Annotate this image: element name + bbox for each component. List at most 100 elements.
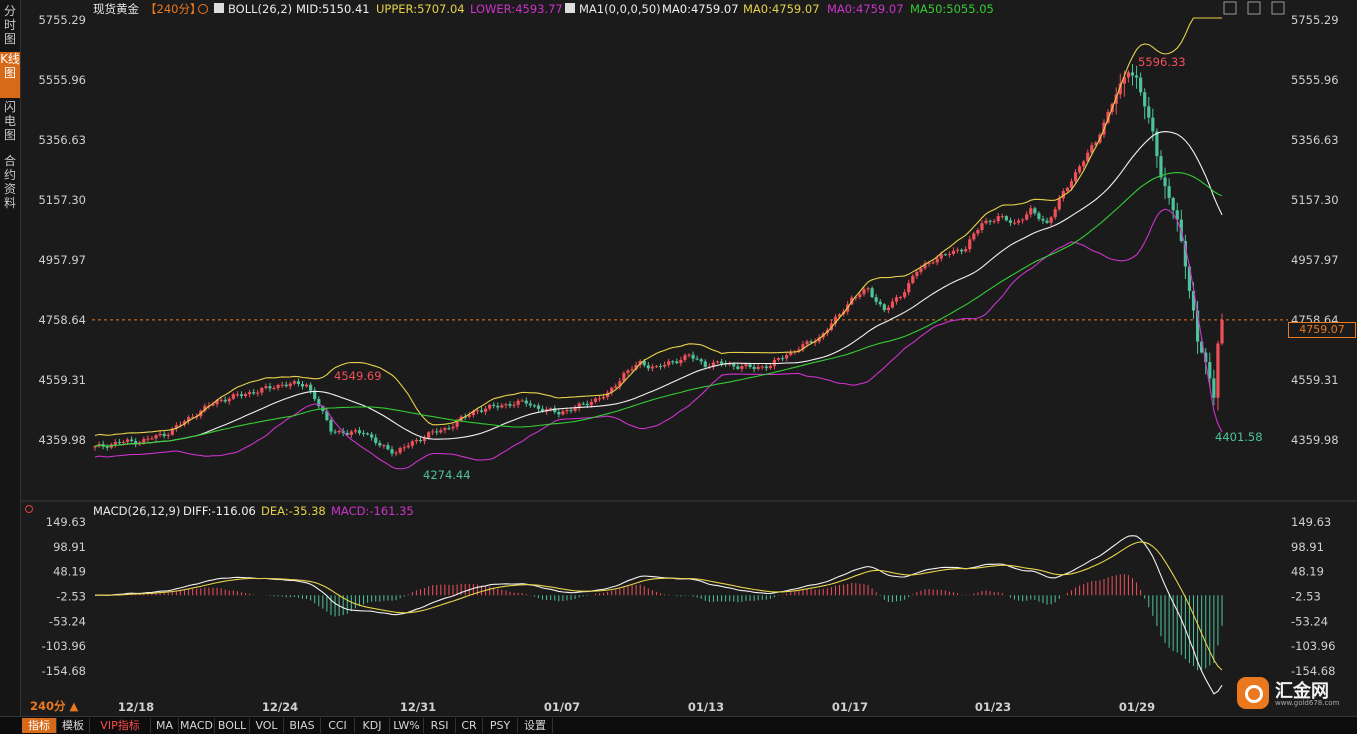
settings-icon[interactable] [198,4,208,14]
macd-axis-right-label: -103.96 [1291,639,1335,653]
toolbar-item-0[interactable]: 指标 [22,718,57,733]
candle-body [540,408,545,412]
candle-body [248,392,252,395]
ma-toggle-icon[interactable] [565,3,575,13]
candle-body [1049,217,1053,223]
candle-body [174,425,178,429]
candle-body [1061,191,1065,199]
candle-body [154,435,158,439]
toolbar-item-13[interactable]: PSY [483,718,518,733]
candle-body [760,366,764,368]
candle-body [1082,161,1086,167]
candle-body [488,404,492,409]
candle-body [150,438,154,440]
boll-upper: UPPER:5707.04 [376,2,465,16]
toolbar-item-1[interactable]: 模板 [57,718,90,733]
candle-body [671,361,675,363]
candle-body [1147,106,1151,118]
candle-body [406,445,410,448]
period-badge[interactable]: 【240分】 [145,2,201,16]
candle-body [223,399,227,402]
sidebar-tab-2[interactable]: 闪电图 [3,100,16,142]
price-pane[interactable] [92,17,1288,470]
candle-body [504,404,508,406]
candle-body [475,410,480,412]
candle-body [736,366,740,369]
candle-body [435,431,439,433]
candle-body [919,268,923,272]
sidebar: 分时图 K线图闪电图合约资料 [0,0,21,716]
candle-body [166,434,170,436]
candle-body [182,421,187,425]
toolbar-item-14[interactable]: 设置 [518,718,553,733]
toolbar-item-4[interactable]: MACD [179,718,215,733]
boll-toggle-icon[interactable] [214,3,224,13]
candle-body [1029,208,1033,215]
toolbar-item-7[interactable]: BIAS [284,718,321,733]
candle-body [1159,156,1163,178]
candle-body [1195,310,1200,342]
candle-body [833,316,838,324]
candle-body [402,447,406,449]
window-restore-icon[interactable] [1223,1,1237,15]
candle-body [589,401,593,406]
sidebar-tab-1[interactable]: K线图 [0,52,20,98]
candle-body [243,394,248,396]
macd-axis-left-label: 98.91 [53,540,86,554]
window-maximize-icon[interactable] [1247,1,1261,15]
candle-body [715,361,720,363]
chart-canvas[interactable]: 现货黄金 【240分】 BOLL(26,2) MID:5150.41 UPPER… [0,0,1357,716]
candle-body [333,431,337,433]
candle-body [1167,186,1171,198]
candle-body [939,254,943,259]
candle-body [390,449,394,454]
candle-body [1200,341,1204,353]
candle-body [528,403,532,406]
logo: 汇金网 www.gold678.com [1237,677,1347,709]
window-close-icon[interactable] [1271,1,1285,15]
sidebar-tab-3[interactable]: 合约资料 [3,154,16,210]
candle-body [280,384,284,386]
toolbar-item-8[interactable]: CCI [321,718,355,733]
candle-body [789,351,793,355]
candle-body [304,384,309,387]
candle-body [785,354,789,359]
candle-body [496,405,500,408]
macd-settings-icon[interactable] [25,505,33,513]
toolbar-item-12[interactable]: CR [456,718,483,733]
candle-body [858,294,862,298]
boll-upper-line [94,17,1222,437]
toolbar-item-9[interactable]: KDJ [355,718,390,733]
toolbar-item-5[interactable]: BOLL [215,718,250,733]
ma50-value: MA50:5055.05 [910,2,994,16]
boll-mid: MID:5150.41 [296,2,370,16]
candle-body [337,430,341,433]
toolbar-item-10[interactable]: LW% [390,718,424,733]
toolbar-item-6[interactable]: VOL [250,718,284,733]
candle-body [325,410,329,421]
toolbar-item-11[interactable]: RSI [424,718,456,733]
candle-body [162,433,166,436]
candle-body [520,400,524,402]
candle-body [191,416,195,418]
candle-body [911,275,915,284]
candle-body [756,366,760,369]
annotation-low-2: 4401.58 [1215,430,1263,444]
sidebar-tab-0[interactable]: 分时图 [3,4,16,46]
candle-body [931,262,935,264]
toolbar-item-2[interactable]: VIP指标 [90,718,151,733]
date-label: 01/17 [832,700,868,714]
candle-body [768,366,772,369]
period-selector[interactable]: 240分 ▲ [30,699,79,713]
candle-body [1122,77,1126,84]
candle-body [776,358,781,360]
candle-body [483,408,488,412]
toolbar-item-3[interactable]: MA [151,718,179,733]
candle-body [1073,172,1078,182]
macd-pane[interactable] [94,535,1223,695]
candle-body [117,442,122,444]
candle-body [553,408,557,413]
candle-body [264,386,268,388]
candle-body [663,364,667,367]
macd-axis-right-label: -154.68 [1291,664,1335,678]
